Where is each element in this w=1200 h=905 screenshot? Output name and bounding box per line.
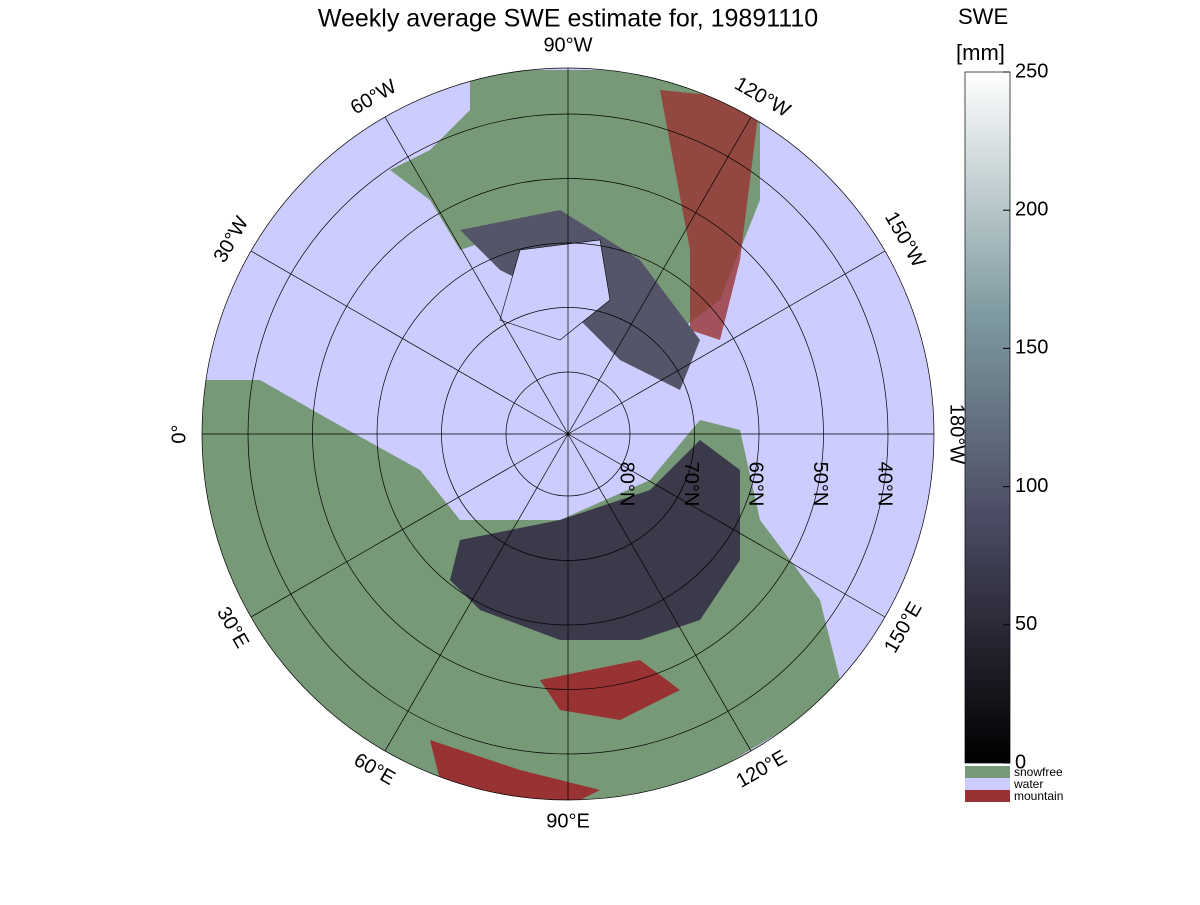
meridian (567, 250, 886, 435)
colorbar-tick-label: 50 (1015, 613, 1037, 635)
rockies (660, 90, 760, 340)
longitude-label: 180°W (946, 404, 968, 464)
latitude-ring (441, 307, 695, 561)
greenland (499, 239, 611, 341)
meridian (567, 433, 886, 618)
meridian (567, 116, 752, 435)
latitude-ring (505, 371, 631, 497)
latitude-ring (376, 242, 760, 626)
colorbar-tick-label: 0 (1015, 751, 1026, 773)
colorbar-tick-label: 150 (1015, 337, 1048, 359)
latitude-label: 80°N (616, 462, 638, 507)
latitude-label: 60°N (745, 462, 767, 507)
legend-label: mountain (1014, 789, 1063, 803)
latitude-ring (247, 113, 889, 755)
legend-swatch (965, 790, 1010, 802)
longitude-label: 90°W (543, 34, 592, 56)
legend-label: water (1013, 777, 1043, 791)
meridian (250, 250, 569, 435)
legend-swatch (965, 778, 1010, 790)
meridian (250, 433, 569, 618)
north-america (390, 70, 760, 330)
colorbar-tick-label: 250 (1015, 60, 1048, 82)
longitude-label: 30°E (212, 603, 253, 652)
meridian (567, 433, 752, 752)
legend-label: snowfree (1014, 765, 1063, 779)
colorbar (964, 71, 1011, 764)
latitude-label: 70°N (680, 462, 702, 507)
central-asia-mountains (430, 660, 680, 800)
colorbar-tick-label: 200 (1015, 198, 1048, 220)
latitude-label: 40°N (874, 462, 896, 507)
meridian (384, 433, 569, 752)
colorbar-tick-label: 100 (1015, 475, 1048, 497)
siberia-snow (450, 440, 740, 640)
latitude-ring (312, 178, 824, 690)
title: Weekly average SWE estimate for, 1989111… (318, 5, 818, 33)
longitude-label: 60°E (350, 749, 399, 790)
latitude-label: 50°N (809, 462, 831, 507)
legend-swatch (965, 766, 1010, 778)
longitude-label: 0° (168, 424, 190, 443)
graticule (201, 67, 935, 801)
longitude-label: 90°E (546, 810, 590, 832)
colorbar-unit: [mm] (956, 40, 1005, 65)
meridian (384, 116, 569, 435)
colorbar-label: SWE (958, 4, 1008, 29)
